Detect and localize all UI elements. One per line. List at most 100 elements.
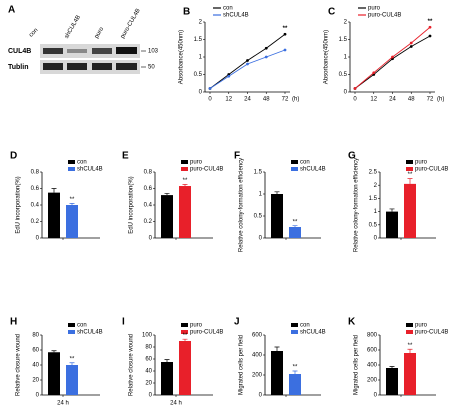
annotation: ** [283,26,288,32]
legend-swatch [181,323,188,327]
y-axis-label: Absorbance(450nm) [179,30,185,84]
y-tick-label: 0 [374,393,378,399]
legend-label: puro [415,323,428,329]
legend-swatch [406,167,413,171]
legend-label: puro-CUL4B [368,13,401,19]
y-tick-label: 100 [142,333,153,339]
error-bar [274,191,280,194]
bar [66,365,78,395]
legend-swatch [181,160,188,164]
legend-label: shCUL4B [223,13,249,19]
data-point [283,48,287,52]
y-tick-label: 60 [145,357,152,363]
legend-swatch [406,160,413,164]
y-axis-label: Relative colony-formation efficiency [354,158,360,252]
data-point [264,55,268,59]
row-label: CUL4B [8,48,31,55]
annotation: ** [293,219,298,225]
x-axis-label: 24 h [57,401,69,407]
panel-letter: G [348,151,356,162]
annotation: ** [183,178,188,184]
y-tick-label: 0 [149,393,153,399]
panel-letter: I [122,317,125,328]
y-tick-label: 200 [367,378,378,384]
panel-letter: K [348,317,356,328]
legend-swatch [291,330,298,334]
error-bar [292,370,298,374]
error-bar [407,178,413,184]
error-bar [182,338,188,341]
legend-label: con [77,323,87,329]
data-point [372,71,376,75]
y-tick-label: 2 [344,20,348,26]
y-tick-label: 800 [367,333,378,339]
y-tick-label: 2 [374,183,378,189]
data-point [409,41,413,45]
error-bar [292,225,298,227]
bar [386,211,398,238]
legend-label: puro-CUL4B [415,167,448,173]
bar [271,194,283,238]
legend-swatch [291,323,298,327]
error-bar [274,346,280,351]
y-tick-label: 0 [149,236,153,242]
x-axis-label: 24 h [170,401,182,407]
bar [48,192,60,238]
legend-swatch [68,330,75,334]
legend-label: con [77,160,87,166]
legend-swatch [68,323,75,327]
error-bar [164,359,170,362]
legend-swatch [291,167,298,171]
y-tick-label: 1 [374,209,378,215]
legend-label: puro-CUL4B [190,167,223,173]
y-tick-label: 0 [199,90,203,96]
y-tick-label: 0 [36,393,40,399]
legend-swatch [406,330,413,334]
y-tick-label: 1.5 [339,37,348,43]
bar [404,183,416,238]
x-tick-label: 12 [370,97,377,103]
x-tick-label: 0 [353,97,357,103]
panel-letter: F [234,151,240,162]
annotation: ** [428,19,433,25]
y-tick-label: 1 [344,55,348,61]
x-tick-label: 0 [208,97,212,103]
y-tick-label: 0 [374,236,378,242]
y-tick-label: 0.6 [31,186,40,192]
error-bar [51,350,57,353]
legend-label: shCUL4B [77,330,103,336]
y-tick-label: 0 [259,393,263,399]
marker-label: 50 [148,65,155,71]
legend-label: con [223,6,233,12]
legend-label: puro-CUL4B [190,330,223,336]
y-axis-label: EdU incorporation(%) [16,176,22,233]
legend-swatch [406,323,413,327]
bar [289,374,301,395]
bar [386,368,398,395]
legend-swatch [181,330,188,334]
panel-letter: D [10,151,17,162]
data-point [227,74,231,78]
panel-letter: J [234,317,240,328]
panel-letter: A [8,5,15,16]
legend-label: puro [415,160,428,166]
annotation: ** [70,197,75,203]
legend-label: puro [368,6,381,12]
annotation: ** [70,356,75,362]
y-axis-label: Relative closure wound [129,334,135,396]
data-point [264,46,268,50]
legend-swatch [181,167,188,171]
legend-label: shCUL4B [300,167,326,173]
blot-image [40,44,140,74]
error-bar [69,362,75,365]
x-tick-label: 12 [225,97,232,103]
y-tick-label: 400 [252,353,263,359]
bar [271,351,283,395]
x-tick-label: 48 [263,97,270,103]
y-tick-label: 0.8 [31,170,40,176]
data-point [391,55,394,59]
y-axis-label: Relative colony-formation efficiency [239,158,245,252]
y-tick-label: 1 [199,55,203,61]
error-bar [389,208,395,212]
x-tick-label: 72 [282,97,289,103]
